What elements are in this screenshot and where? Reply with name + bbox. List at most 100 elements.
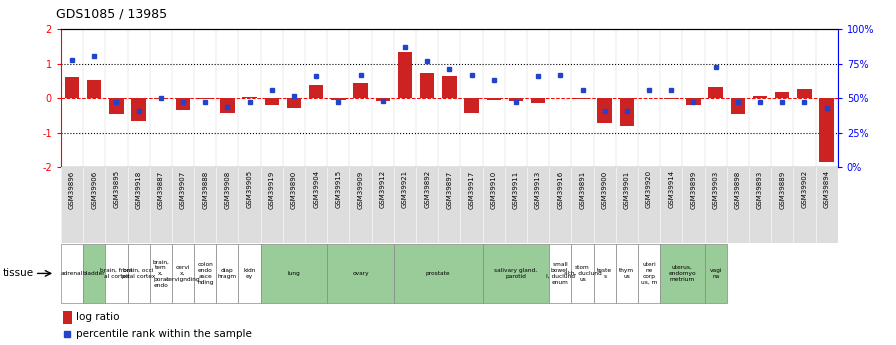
- Bar: [638, 244, 660, 303]
- Text: GSM39912: GSM39912: [380, 170, 386, 208]
- Bar: [220, 98, 235, 113]
- Text: GSM39893: GSM39893: [757, 170, 763, 209]
- Text: GDS1085 / 13985: GDS1085 / 13985: [56, 8, 168, 21]
- Bar: [753, 96, 767, 98]
- Bar: [464, 98, 478, 113]
- Bar: [398, 52, 412, 98]
- Bar: [709, 87, 723, 98]
- Text: GSM39913: GSM39913: [535, 170, 541, 209]
- Bar: [238, 244, 261, 303]
- Text: GSM39894: GSM39894: [823, 170, 830, 208]
- Bar: [327, 244, 394, 303]
- Text: prostate: prostate: [426, 271, 451, 276]
- Text: GSM39916: GSM39916: [557, 170, 564, 209]
- Bar: [442, 76, 457, 98]
- Bar: [194, 244, 216, 303]
- Text: GSM39899: GSM39899: [691, 170, 696, 209]
- Bar: [575, 98, 590, 99]
- Text: GSM39914: GSM39914: [668, 170, 675, 208]
- Bar: [775, 92, 789, 98]
- Text: tissue: tissue: [3, 268, 34, 278]
- Text: ovary: ovary: [352, 271, 369, 276]
- Text: GSM39895: GSM39895: [114, 170, 119, 208]
- Bar: [594, 244, 616, 303]
- Bar: [287, 98, 301, 108]
- Bar: [106, 244, 127, 303]
- Bar: [394, 244, 483, 303]
- Text: teste
s: teste s: [597, 268, 612, 279]
- Text: GSM39903: GSM39903: [712, 170, 719, 209]
- Bar: [686, 98, 701, 105]
- Bar: [176, 98, 190, 110]
- Text: uteri
ne
corp
us, m: uteri ne corp us, m: [641, 262, 658, 285]
- Bar: [172, 244, 194, 303]
- Text: thym
us: thym us: [619, 268, 634, 279]
- Bar: [660, 244, 704, 303]
- Bar: [198, 98, 212, 99]
- Text: percentile rank within the sample: percentile rank within the sample: [76, 329, 252, 339]
- Bar: [487, 98, 501, 100]
- Text: cervi
x,
cervignding: cervi x, cervignding: [166, 265, 201, 282]
- Bar: [243, 97, 257, 98]
- Text: GSM39906: GSM39906: [91, 170, 98, 209]
- Text: bladder: bladder: [83, 271, 106, 276]
- Bar: [63, 310, 72, 324]
- Text: GSM39898: GSM39898: [735, 170, 741, 209]
- Bar: [820, 98, 834, 162]
- Text: lung: lung: [288, 271, 300, 276]
- Bar: [730, 98, 745, 114]
- Text: adrenal: adrenal: [61, 271, 83, 276]
- Text: GSM39902: GSM39902: [801, 170, 807, 208]
- Text: diap
hragm: diap hragm: [218, 268, 237, 279]
- Text: GSM39888: GSM39888: [202, 170, 208, 209]
- Bar: [483, 244, 549, 303]
- Text: GSM39911: GSM39911: [513, 170, 519, 209]
- Bar: [353, 83, 367, 98]
- Text: GSM39920: GSM39920: [646, 170, 652, 208]
- Bar: [150, 244, 172, 303]
- Bar: [61, 167, 838, 243]
- Bar: [153, 98, 168, 99]
- Text: GSM39921: GSM39921: [402, 170, 408, 208]
- Bar: [549, 244, 572, 303]
- Bar: [87, 80, 101, 98]
- Text: GSM39918: GSM39918: [135, 170, 142, 209]
- Bar: [572, 244, 594, 303]
- Text: GSM39901: GSM39901: [624, 170, 630, 209]
- Bar: [332, 98, 346, 100]
- Bar: [616, 244, 638, 303]
- Bar: [132, 98, 146, 121]
- Bar: [620, 98, 634, 126]
- Text: GSM39910: GSM39910: [491, 170, 496, 209]
- Text: GSM39908: GSM39908: [224, 170, 230, 209]
- Text: GSM39892: GSM39892: [424, 170, 430, 208]
- Bar: [420, 73, 435, 98]
- Text: GSM39896: GSM39896: [69, 170, 75, 209]
- Text: GSM39909: GSM39909: [358, 170, 364, 209]
- Bar: [65, 77, 79, 98]
- Text: brain, front
al cortex: brain, front al cortex: [100, 268, 133, 279]
- Text: GSM39904: GSM39904: [314, 170, 319, 208]
- Bar: [375, 98, 390, 101]
- Bar: [797, 89, 812, 98]
- Text: stom
ach, duclund
us: stom ach, duclund us: [564, 265, 601, 282]
- Text: GSM39915: GSM39915: [335, 170, 341, 208]
- Bar: [531, 98, 546, 103]
- Text: GSM39887: GSM39887: [158, 170, 164, 209]
- Bar: [598, 98, 612, 123]
- Bar: [509, 98, 523, 101]
- Bar: [261, 244, 327, 303]
- Text: GSM39890: GSM39890: [291, 170, 297, 209]
- Text: log ratio: log ratio: [76, 312, 120, 322]
- Text: GSM39897: GSM39897: [446, 170, 452, 209]
- Bar: [309, 85, 323, 98]
- Bar: [61, 244, 83, 303]
- Text: GSM39891: GSM39891: [580, 170, 585, 209]
- Bar: [264, 98, 279, 105]
- Bar: [664, 98, 678, 99]
- Text: small
bowel,
I, duclund
enum: small bowel, I, duclund enum: [546, 262, 575, 285]
- Text: uterus,
endomyo
metrium: uterus, endomyo metrium: [668, 265, 696, 282]
- Bar: [109, 98, 124, 114]
- Bar: [704, 244, 727, 303]
- Text: salivary gland,
parotid: salivary gland, parotid: [495, 268, 538, 279]
